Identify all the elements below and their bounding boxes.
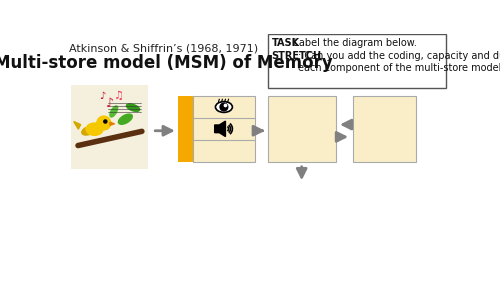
Ellipse shape [216,102,232,112]
Text: ♪: ♪ [99,91,105,101]
FancyBboxPatch shape [268,96,336,162]
FancyBboxPatch shape [352,96,416,162]
Text: Multi-store model (MSM) of Memory: Multi-store model (MSM) of Memory [0,54,333,72]
Circle shape [220,103,228,111]
Text: : Can you add the coding, capacity and duration for
each component of the multi-: : Can you add the coding, capacity and d… [298,51,500,73]
Polygon shape [110,122,114,125]
Ellipse shape [118,114,132,124]
Circle shape [224,104,226,106]
Ellipse shape [82,126,95,135]
FancyArrowPatch shape [78,131,142,146]
FancyBboxPatch shape [72,85,148,169]
Text: ♪: ♪ [106,97,114,110]
Circle shape [104,120,107,123]
Ellipse shape [86,123,103,135]
Polygon shape [214,121,226,137]
Circle shape [97,116,110,130]
Text: TASK: TASK [272,38,300,48]
FancyBboxPatch shape [193,96,254,162]
Polygon shape [74,121,80,129]
Text: : Label the diagram below.: : Label the diagram below. [287,38,417,48]
Text: Atkinson & Shiffrin’s (1968, 1971): Atkinson & Shiffrin’s (1968, 1971) [70,44,258,54]
Text: ♫: ♫ [114,91,124,101]
Text: STRETCH: STRETCH [272,51,322,62]
Ellipse shape [110,106,118,117]
FancyBboxPatch shape [178,96,193,162]
FancyBboxPatch shape [268,35,446,89]
Ellipse shape [126,104,140,111]
